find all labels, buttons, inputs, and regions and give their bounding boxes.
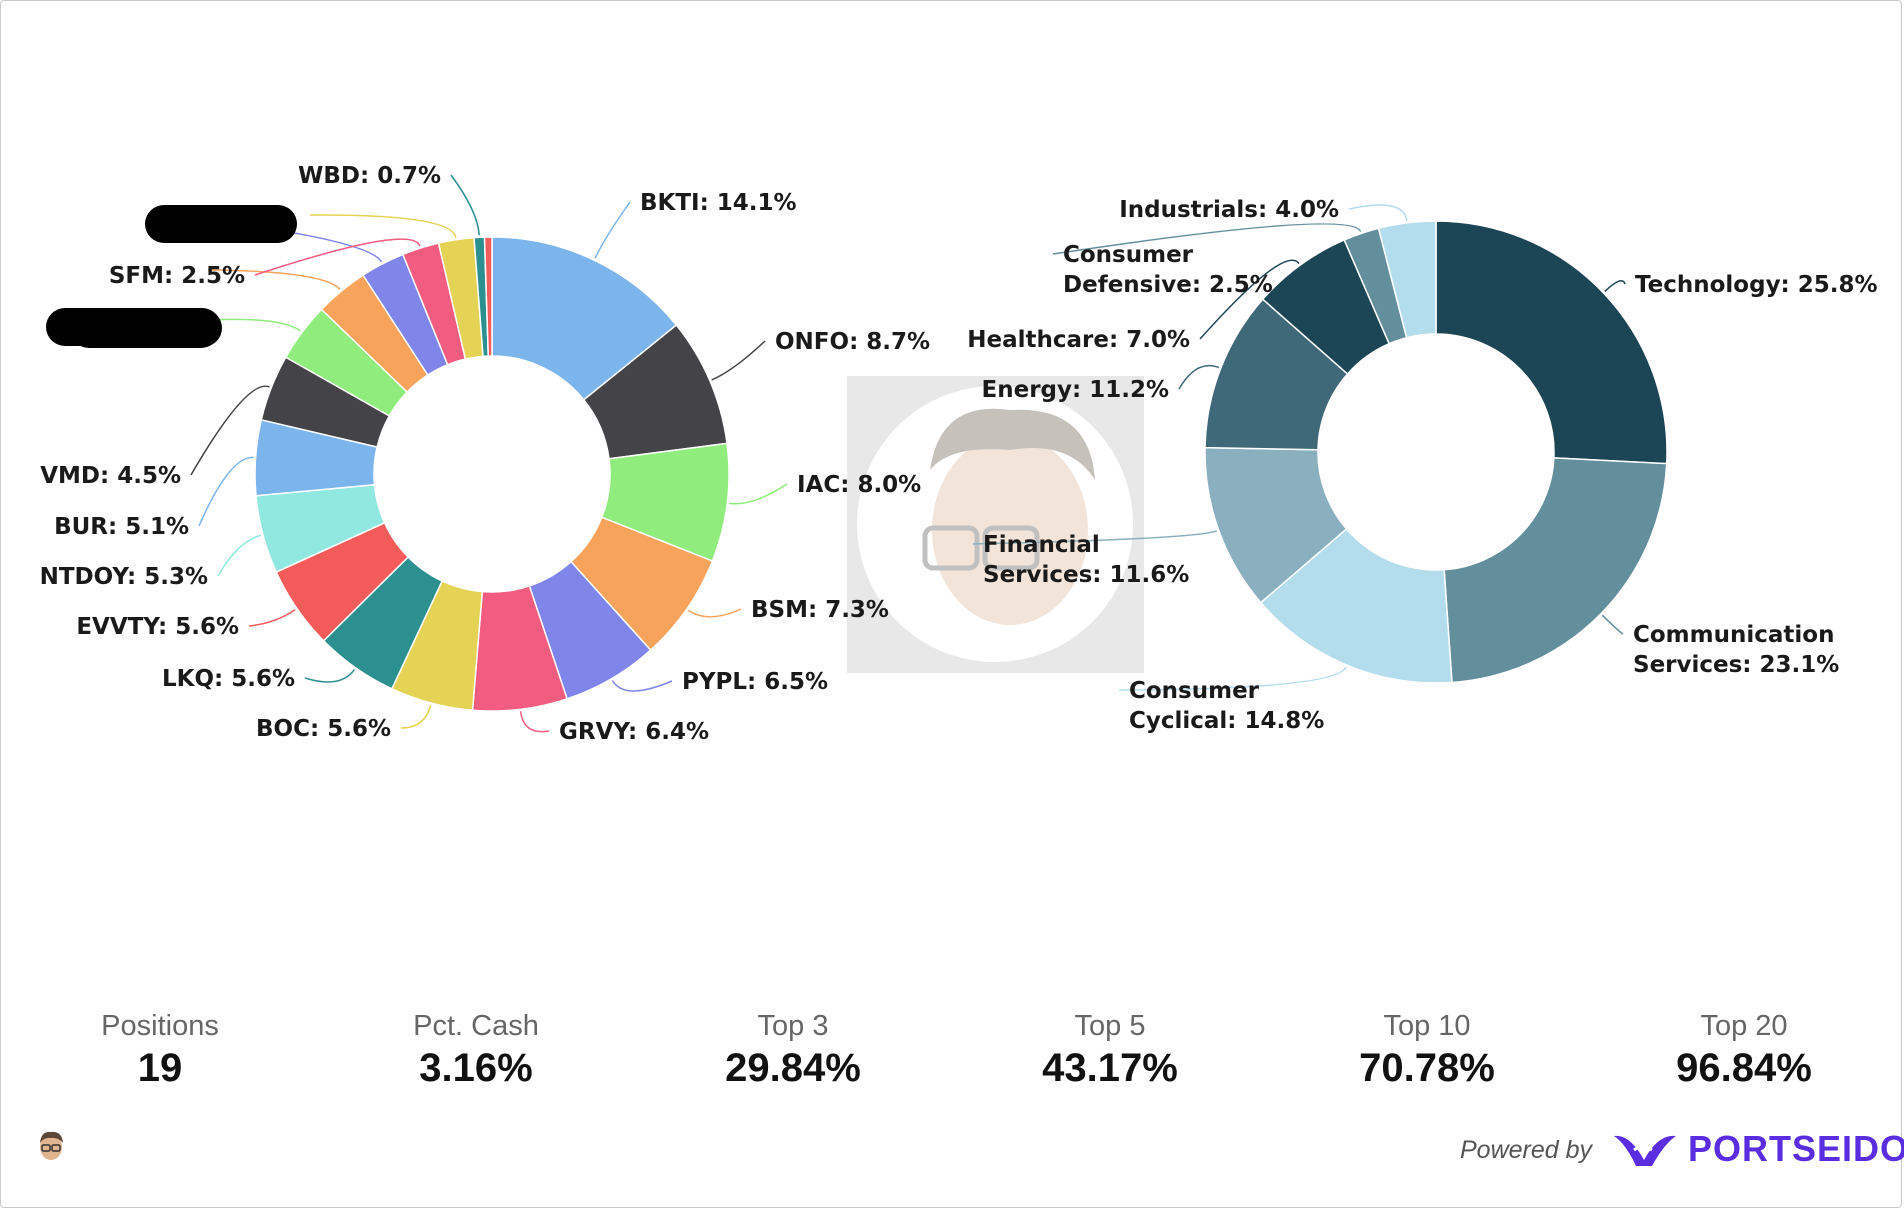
stat-label: Top 3 [757, 1010, 829, 1042]
connector-line [1118, 666, 1347, 691]
pie-slice[interactable] [1443, 457, 1668, 684]
stat-positions: Positions 19 [40, 1008, 280, 1092]
slice-label: BSM: 7.3% [751, 597, 889, 623]
powered-by-text: Powered by [1460, 1136, 1593, 1164]
connector-line [519, 711, 550, 733]
connector-line [198, 456, 254, 527]
connector-line [972, 530, 1218, 545]
slice-label: Energy: 11.2% [982, 377, 1169, 403]
stat-label: Top 20 [1700, 1010, 1788, 1042]
slice-label: Consumer Cyclical: 14.8% [1129, 678, 1324, 734]
slice-label: GRVY: 6.4% [559, 719, 709, 745]
connector-line [1178, 364, 1220, 390]
slice-label: SFM: 2.5% [109, 263, 245, 289]
connector-line [217, 534, 262, 577]
pie-slice[interactable] [1377, 220, 1437, 339]
connector-line [190, 385, 270, 476]
connector-line [1052, 223, 1362, 255]
slice-label: BUR: 5.1% [54, 514, 189, 540]
stat-top-20: Top 20 96.84% [1624, 1008, 1864, 1092]
slice-label: WBD: 0.7% [298, 163, 441, 189]
slice-label: BOC: 5.6% [256, 716, 391, 742]
connector-line [687, 608, 742, 618]
brand-name[interactable]: PORTSEIDO [1688, 1128, 1904, 1169]
connector-line [254, 238, 421, 276]
connector-line [304, 669, 356, 683]
slice-label: VMD: 4.5% [40, 463, 181, 489]
stat-top-10: Top 10 70.78% [1307, 1008, 1547, 1092]
pie-slice[interactable] [1435, 220, 1668, 465]
slice-label: Healthcare: 7.0% [967, 327, 1190, 353]
slice-label: IAC: 8.0% [797, 472, 921, 498]
portseido-logo-icon [1614, 1135, 1676, 1166]
redacted-label [70, 310, 220, 348]
watermark [847, 376, 1144, 673]
connector-line [207, 269, 341, 291]
connector-line [248, 609, 296, 627]
slice-label: EVVTY: 5.6% [76, 614, 239, 640]
charts-canvas: BKTI: 14.1% ONFO: 8.7% IAC: 8.0% BSM: 7.3% P… [40, 163, 1878, 745]
connector-line [1601, 614, 1624, 635]
connector-line [309, 214, 457, 238]
connector-line [1199, 259, 1300, 340]
stat-label: Top 5 [1074, 1010, 1146, 1042]
slice-label: LKQ: 5.6% [162, 666, 295, 692]
connector-line [450, 174, 480, 236]
pie-slice[interactable] [491, 236, 678, 401]
stat-value: 70.78% [1359, 1046, 1495, 1090]
slice-label: BKTI: 14.1% [640, 190, 797, 216]
holdings-donut-chart [254, 236, 730, 712]
connector-line [1604, 280, 1626, 292]
connector-line [729, 483, 788, 505]
stat-value: 29.84% [725, 1046, 861, 1090]
connector-line [1348, 204, 1408, 221]
slice-label: Technology: 25.8% [1635, 272, 1878, 298]
slice-label: PYPL: 6.5% [682, 669, 828, 695]
pie-slice[interactable] [483, 236, 493, 357]
stat-pct-cash: Pct. Cash 3.16% [356, 1008, 596, 1092]
connector-line [400, 704, 432, 729]
stat-value: 96.84% [1676, 1046, 1812, 1090]
sector-donut-chart [1204, 220, 1668, 684]
slice-label: ONFO: 8.7% [775, 329, 930, 355]
slice-label: Financial Services: 11.6% [983, 532, 1189, 588]
stat-label: Top 10 [1383, 1010, 1471, 1042]
avatar-watermark-icon [922, 408, 1095, 625]
connector-line [594, 201, 631, 259]
stat-label: Positions [101, 1010, 219, 1042]
slice-label: Consumer Defensive: 2.5% [1063, 242, 1273, 298]
connector-line [711, 340, 766, 381]
stat-value: 3.16% [419, 1046, 533, 1090]
stat-top-3: Top 3 29.84% [673, 1008, 913, 1092]
connector-line [611, 680, 673, 692]
stat-top-5: Top 5 43.17% [990, 1008, 1230, 1092]
stat-label: Pct. Cash [413, 1010, 539, 1042]
avatar-icon [40, 1131, 63, 1160]
stat-value: 43.17% [1042, 1046, 1178, 1090]
slice-label: Communication Services: 23.1% [1633, 622, 1839, 678]
stat-value: 19 [137, 1046, 183, 1090]
slice-label: NTDOY: 5.3% [40, 564, 208, 590]
connector-line [207, 318, 301, 332]
slice-label: Industrials: 4.0% [1119, 197, 1339, 223]
redacted-label [145, 205, 297, 243]
